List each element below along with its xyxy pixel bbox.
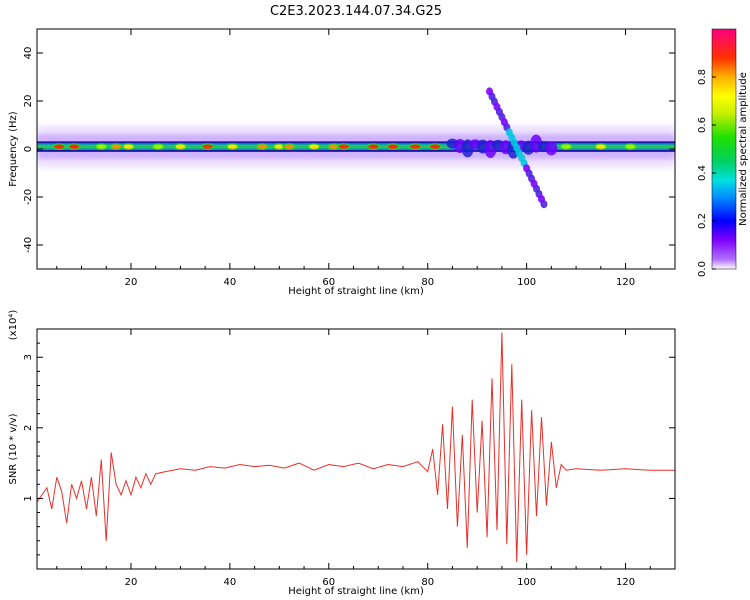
spectrogram-y-tick-label: 20 [23, 95, 34, 108]
snr-plot-area [37, 329, 675, 569]
peak-mark [430, 144, 441, 149]
peak-mark [227, 144, 238, 149]
peak-mark [561, 144, 572, 149]
peak-mark [338, 144, 349, 149]
spectrogram-heatmap [37, 87, 675, 209]
spectrogram-x-tick-label: 40 [224, 277, 237, 288]
peak-mark [595, 144, 606, 149]
snr-x-tick-label: 80 [421, 577, 434, 588]
peak-mark [123, 144, 134, 149]
snr-scale-label: (x10⁴) [8, 310, 19, 341]
spectrogram-x-tick-label: 80 [421, 277, 434, 288]
spectrogram-x-tick-label: 20 [125, 277, 138, 288]
colorbar-tick-label: 0.8 [697, 69, 708, 85]
snr-x-tick-label: 20 [125, 577, 138, 588]
colorbar-axis: 0.0 0.2 0.4 0.6 0.8 [697, 69, 716, 277]
spectrogram-y-tick-label: -20 [23, 189, 34, 205]
colorbar-tick-label: 0.2 [697, 213, 708, 229]
spectrogram-y-label: Frequency (Hz) [8, 111, 19, 187]
colorbar: 0.0 0.2 0.4 0.6 0.8 Normalized spectral ampl… [697, 28, 749, 277]
snr-y-tick-label: 2 [23, 425, 34, 431]
peak-mark [368, 144, 379, 149]
peak-mark [308, 144, 319, 149]
peak-mark [257, 144, 268, 149]
colorbar-tick-label: 0.4 [697, 165, 708, 181]
streak-point [540, 200, 548, 209]
spectrogram-x-label: Height of straight line (km) [288, 286, 424, 297]
peak-mark [54, 144, 65, 149]
snr-x-tick-label: 60 [322, 577, 335, 588]
peak-mark [153, 144, 164, 149]
figure-title: C2E3.2023.144.07.34.G25 [270, 4, 442, 19]
band-center [37, 144, 675, 149]
peak-mark [202, 144, 213, 149]
spectrogram-x-axis: 20 40 60 80 100 120 [56, 29, 676, 288]
spectrogram-y-tick-label: -40 [23, 237, 34, 253]
colorbar-frame [711, 28, 737, 270]
snr-series-line [37, 332, 675, 562]
spectrogram-y-tick-label: 0 [23, 146, 34, 152]
colorbar-tick-label: 0.6 [697, 117, 708, 133]
spectrogram-x-tick-label: 100 [517, 277, 536, 288]
snr-y-label: SNR (10 * v/v) [8, 413, 19, 484]
peak-mark [284, 144, 295, 149]
peak-mark [111, 144, 122, 149]
snr-x-tick-label: 120 [616, 577, 635, 588]
snr-y-axis: 1 2 3 [23, 342, 675, 556]
snr-x-axis: 20 40 60 80 100 120 [56, 329, 676, 588]
snr-x-tick-label: 40 [224, 577, 237, 588]
spectrogram-x-tick-label: 120 [616, 277, 635, 288]
snr-frame [36, 328, 676, 570]
peak-mark [175, 144, 186, 149]
snr-x-tick-label: 100 [517, 577, 536, 588]
snr-y-tick-label: 3 [23, 354, 34, 360]
snr-panel: 20 40 60 80 100 120 1 2 3 Height of straight li… [8, 310, 676, 597]
colorbar-label: Normalized spectral amplitude [738, 72, 749, 226]
spectrogram-panel: 20 40 60 80 100 120 -40 -20 0 20 40 Height of str… [8, 28, 676, 297]
colorbar-tick-label: 0.0 [697, 261, 708, 277]
colorbar-gradient [712, 29, 736, 269]
disturbance-blob [545, 141, 558, 156]
snr-y-tick-label: 1 [23, 495, 34, 501]
peak-mark [96, 144, 107, 149]
peak-mark [410, 144, 421, 149]
spectrogram-y-tick-label: 40 [23, 47, 34, 60]
peak-mark [274, 144, 285, 149]
snr-x-label: Height of straight line (km) [288, 586, 424, 597]
peak-mark [69, 144, 80, 149]
peak-mark [388, 144, 399, 149]
peak-mark [625, 144, 636, 149]
peak-mark [328, 144, 339, 149]
spectrogram-y-axis: -40 -20 0 20 40 [23, 47, 675, 253]
spectrogram-x-tick-label: 60 [322, 277, 335, 288]
